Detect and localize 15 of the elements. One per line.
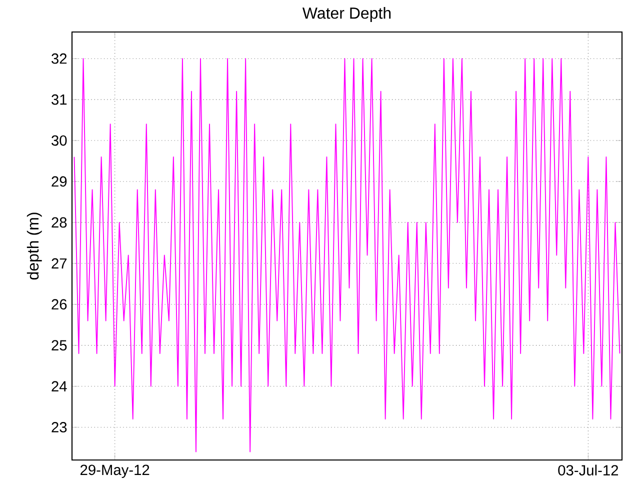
line-series [74,58,620,452]
y-tick-label: 23 [52,422,67,432]
y-tick-label: 24 [52,381,67,392]
y-tick-label: 26 [52,299,67,310]
y-tick-label: 31 [52,94,67,105]
x-tick-label: 03-Jul-12 [558,464,618,476]
y-tick-label: 30 [52,135,67,146]
x-tick-label: 29-May-12 [80,464,150,478]
chart-title: Water Depth [302,7,391,22]
y-tick-label: 28 [52,217,67,228]
y-tick-label: 29 [52,176,67,187]
y-axis-title: depth (m) [26,212,42,280]
y-tick-label: 25 [52,340,67,351]
y-tick-label: 32 [52,53,67,64]
y-tick-label: 27 [52,258,67,269]
